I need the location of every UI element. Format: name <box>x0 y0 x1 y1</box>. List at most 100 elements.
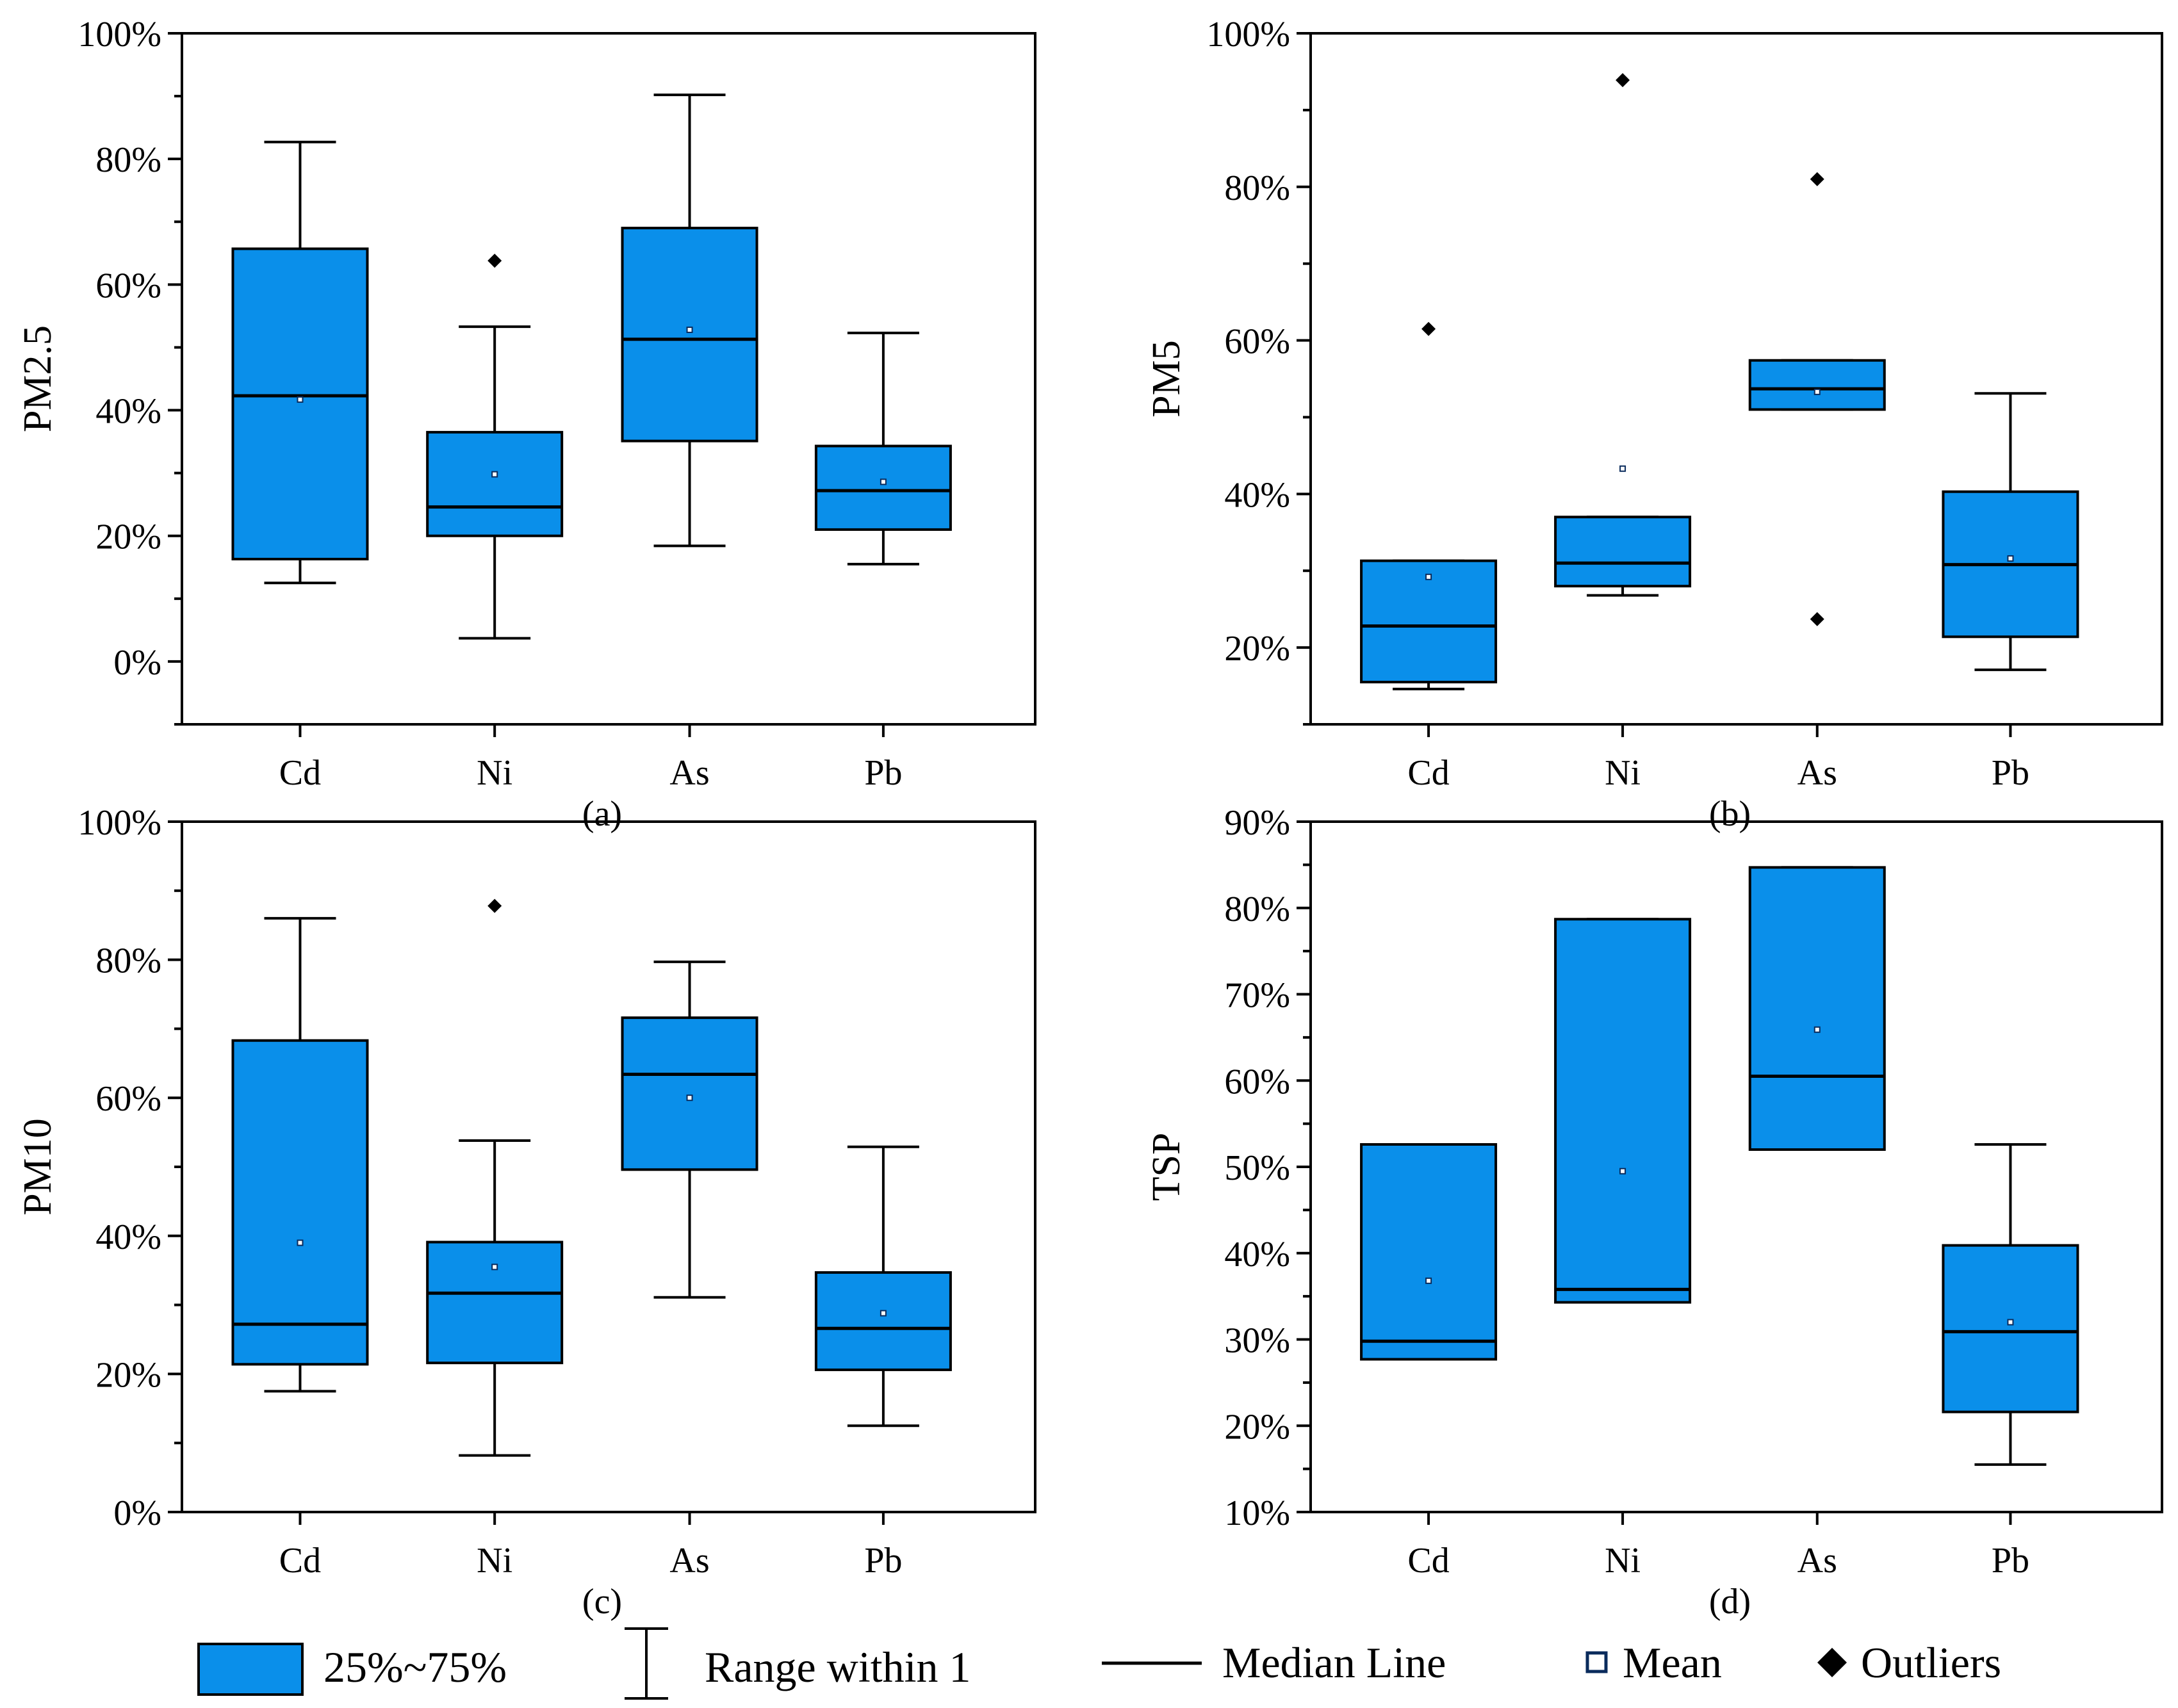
y-axis-title: TSP <box>1145 1133 1188 1201</box>
mean-marker <box>2007 555 2014 562</box>
y-tick-label: 80% <box>95 941 161 981</box>
mean-marker <box>491 471 498 478</box>
x-tick-label-pb: Pb <box>864 1541 902 1581</box>
mean-marker <box>1619 465 1626 472</box>
y-tick-label: 40% <box>1224 475 1290 515</box>
legend-median-label: Median Line <box>1222 1638 1446 1687</box>
box-as <box>1748 172 1886 626</box>
y-tick-label: 100% <box>1206 15 1290 54</box>
x-tick-label-pb: Pb <box>1992 753 2029 793</box>
iqr-box <box>1360 559 1498 684</box>
iqr-box <box>426 430 564 537</box>
legend-whisker-label: Range within 1 <box>705 1643 971 1691</box>
y-tick-label: 80% <box>95 140 161 180</box>
outlier-point <box>487 899 502 913</box>
iqr-box <box>814 444 952 531</box>
box-pb <box>1942 392 2079 671</box>
panel-d: 10% 20% 30% 40% 50% 60% 70% 80% 90% Cd Ni As Pb TSP (d… <box>1145 803 2163 1622</box>
x-tick-label-as: As <box>669 753 709 793</box>
outlier-point <box>1421 321 1436 336</box>
mean-marker <box>686 326 693 333</box>
iqr-box <box>1554 516 1692 588</box>
mean-marker <box>1425 573 1432 580</box>
x-tick-label-cd: Cd <box>279 1541 321 1581</box>
legend-whisker-symbol <box>625 1627 668 1700</box>
plot-frame <box>1309 32 2163 726</box>
mean-marker <box>2007 1319 2014 1326</box>
mean-marker <box>297 1239 304 1246</box>
panel-label: (c) <box>582 1582 622 1622</box>
x-tick-label-as: As <box>1797 1541 1837 1581</box>
box-pb <box>814 331 952 565</box>
mean-marker <box>297 396 304 403</box>
y-tick-label: 80% <box>1224 168 1290 208</box>
y-tick-label: 0% <box>113 1493 161 1533</box>
x-tick-label-pb: Pb <box>1992 1541 2029 1581</box>
panel-label: (a) <box>582 794 622 834</box>
box-pb <box>814 1145 952 1427</box>
y-tick-label: 60% <box>1224 322 1290 362</box>
iqr-box <box>1942 1244 2079 1413</box>
mean-marker <box>880 1310 887 1317</box>
box-ni <box>1554 73 1692 597</box>
box-pb <box>1942 1143 2079 1466</box>
outlier-point <box>1616 73 1630 88</box>
y-tick-label: 0% <box>113 643 161 683</box>
chart-panels: 0% 20% 40% 60% 80% 100% Cd Ni As Pb PM2.5 (a) 20% 40%… <box>16 15 2163 1622</box>
y-tick-label: 60% <box>95 266 161 305</box>
box-as <box>1748 866 1886 1151</box>
box-as <box>621 94 758 548</box>
mean-marker <box>686 1094 693 1102</box>
box-ni <box>426 899 564 1457</box>
y-tick-label: 90% <box>1224 803 1290 843</box>
y-tick-label: 60% <box>95 1079 161 1119</box>
panel-label: (b) <box>1709 794 1751 834</box>
x-tick-label-ni: Ni <box>477 753 512 793</box>
y-tick-label: 30% <box>1224 1321 1290 1361</box>
x-tick-label-cd: Cd <box>1407 1541 1449 1581</box>
box-cd <box>231 916 369 1393</box>
x-tick-label-cd: Cd <box>279 753 321 793</box>
x-tick-label-as: As <box>1797 753 1837 793</box>
mean-marker <box>1814 388 1821 395</box>
outlier-point <box>1810 612 1824 626</box>
iqr-box <box>231 247 369 561</box>
iqr-box <box>814 1271 952 1371</box>
box-cd <box>231 140 369 585</box>
y-tick-label: 80% <box>1224 890 1290 929</box>
y-tick-label: 20% <box>1224 1407 1290 1447</box>
y-tick-label: 40% <box>1224 1235 1290 1274</box>
y-axis-title: PM10 <box>16 1118 60 1216</box>
y-tick-label: 20% <box>1224 629 1290 669</box>
y-axis-title: PM5 <box>1145 340 1188 418</box>
iqr-box <box>1360 1143 1498 1361</box>
legend: 25%~75% Range within 1 Median Line Mean … <box>197 1627 2001 1700</box>
box-cd <box>1360 1143 1498 1361</box>
y-tick-label: 100% <box>78 803 161 843</box>
legend-box-label: 25%~75% <box>323 1643 507 1691</box>
panel-a: 0% 20% 40% 60% 80% 100% Cd Ni As Pb PM2.5 (a) <box>16 15 1036 834</box>
mean-marker <box>1425 1277 1432 1284</box>
x-tick-label-ni: Ni <box>477 1541 512 1581</box>
iqr-box <box>1748 359 1886 411</box>
legend-outlier-label: Outliers <box>1861 1638 2001 1687</box>
iqr-box <box>1554 918 1692 1304</box>
box-cd <box>1360 321 1498 690</box>
y-tick-label: 40% <box>95 1217 161 1257</box>
box-ni <box>1554 918 1692 1304</box>
x-tick-label-as: As <box>669 1541 709 1581</box>
plot-frame <box>181 32 1036 726</box>
legend-box-swatch <box>197 1643 304 1696</box>
y-tick-label: 20% <box>95 1355 161 1395</box>
y-tick-label: 10% <box>1224 1493 1290 1533</box>
x-tick-label-cd: Cd <box>1407 753 1449 793</box>
mean-marker <box>1619 1167 1626 1175</box>
legend-mean-symbol <box>1585 1651 1608 1673</box>
iqr-box <box>621 1016 758 1171</box>
panel-label: (d) <box>1709 1582 1751 1622</box>
x-tick-label-ni: Ni <box>1605 1541 1641 1581</box>
mean-marker <box>880 478 887 485</box>
box-ni <box>426 254 564 640</box>
y-tick-label: 70% <box>1224 976 1290 1016</box>
